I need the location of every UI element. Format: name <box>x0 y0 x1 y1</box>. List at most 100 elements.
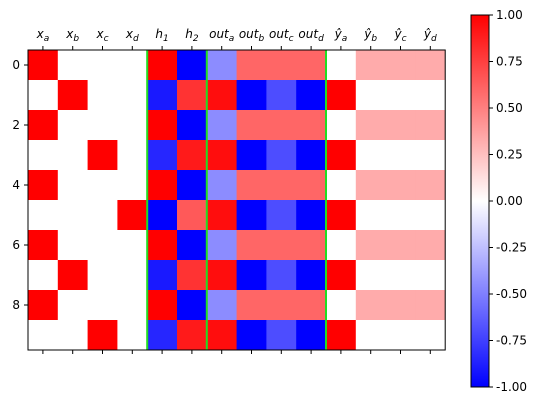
heatmap-cell <box>236 50 267 81</box>
heatmap-cell <box>177 290 208 321</box>
heatmap-cell <box>236 110 267 141</box>
heatmap-cell <box>296 110 327 141</box>
heatmap-cell <box>236 260 267 291</box>
heatmap-cell <box>385 320 416 351</box>
heatmap-cell <box>57 140 88 171</box>
heatmap-cell <box>206 290 237 321</box>
colorbar-ticks: 1.00 0.75 0.50 0.25 0.00 -0.25 -0.50 -0.75 -1.00 <box>489 8 527 394</box>
heatmap-cell <box>87 170 118 201</box>
heatmap-cell <box>326 320 357 351</box>
column-label: h1 <box>155 27 168 44</box>
heatmap-cell <box>28 50 59 81</box>
heatmap-cell <box>177 320 208 351</box>
heatmap-cell <box>296 170 327 201</box>
heatmap-cell <box>266 140 297 171</box>
heatmap-cell <box>355 290 386 321</box>
heatmap-cell <box>355 320 386 351</box>
heatmap-cell <box>415 50 446 81</box>
heatmap-cell <box>415 260 446 291</box>
heatmap-cell <box>415 80 446 111</box>
colorbar-tick-label: -0.25 <box>496 241 527 255</box>
heatmap-cell <box>57 80 88 111</box>
column-ticks <box>42 46 431 354</box>
heatmap-cell <box>206 320 237 351</box>
heatmap-cell <box>296 320 327 351</box>
colorbar <box>470 14 490 388</box>
heatmap-cell <box>117 140 148 171</box>
heatmap-cell <box>117 170 148 201</box>
heatmap-cell <box>57 230 88 261</box>
heatmap-cell <box>57 320 88 351</box>
heatmap-cell <box>177 170 208 201</box>
heatmap-cell <box>206 50 237 81</box>
row-tick-label: 0 <box>12 58 20 72</box>
column-label: h2 <box>185 27 199 44</box>
heatmap-cell <box>266 50 297 81</box>
heatmap-cell <box>385 110 416 141</box>
heatmap-cell <box>296 260 327 291</box>
heatmap-cell <box>87 200 118 231</box>
heatmap-cell <box>177 110 208 141</box>
heatmap-cell <box>415 110 446 141</box>
column-label: xd <box>125 27 139 44</box>
heatmap-cell <box>385 80 416 111</box>
row-ticks: 0 2 4 6 8 <box>12 58 28 312</box>
heatmap-cell <box>355 260 386 291</box>
heatmap-cell <box>87 80 118 111</box>
heatmap-cell <box>28 170 59 201</box>
heatmap-cell <box>385 170 416 201</box>
heatmap-cell <box>385 230 416 261</box>
column-labels: xa xb xc xd h1 h2 outa outb outc outd ŷa ŷb ŷc ŷd <box>36 27 437 44</box>
heatmap-cell <box>266 200 297 231</box>
heatmap-cell <box>147 320 178 351</box>
heatmap-cell <box>355 170 386 201</box>
row-tick-label: 2 <box>12 118 20 132</box>
heatmap-cell <box>57 290 88 321</box>
heatmap-cell <box>326 140 357 171</box>
heatmap-cell <box>117 50 148 81</box>
heatmap-cell <box>296 80 327 111</box>
heatmap-cell <box>206 230 237 261</box>
column-label: outb <box>239 27 265 44</box>
heatmap-cell <box>28 80 59 111</box>
column-label: ŷb <box>363 27 377 44</box>
heatmap-cell <box>415 140 446 171</box>
heatmap-cell <box>206 200 237 231</box>
colorbar-tick-label: 0.25 <box>496 148 523 162</box>
heatmap-cell <box>236 200 267 231</box>
column-label: outc <box>269 27 294 44</box>
heatmap-cell <box>57 260 88 291</box>
heatmap-cell <box>28 110 59 141</box>
heatmap-cell <box>355 50 386 81</box>
heatmap-cell <box>206 170 237 201</box>
heatmap-cell <box>177 140 208 171</box>
column-label: outa <box>209 27 234 44</box>
column-label: ŷd <box>423 27 437 44</box>
heatmap-cell <box>147 80 178 111</box>
heatmap-cell <box>296 290 327 321</box>
heatmap-cell <box>147 50 178 81</box>
heatmap-cell <box>415 320 446 351</box>
heatmap-cell <box>147 140 178 171</box>
heatmap-cell <box>385 290 416 321</box>
heatmap-cell <box>87 260 118 291</box>
heatmap-cell <box>117 290 148 321</box>
heatmap-cell <box>236 230 267 261</box>
row-tick-label: 8 <box>12 298 20 312</box>
colorbar-tick-label: -0.50 <box>496 287 527 301</box>
heatmap-cell <box>28 140 59 171</box>
heatmap-cell <box>266 80 297 111</box>
heatmap-cell <box>326 80 357 111</box>
heatmap-cell <box>87 230 118 261</box>
heatmap-cell <box>177 260 208 291</box>
heatmap-cell <box>206 110 237 141</box>
heatmap-cell <box>415 230 446 261</box>
heatmap-cell <box>117 80 148 111</box>
heatmap-cell <box>57 110 88 141</box>
heatmap-cell <box>206 80 237 111</box>
heatmap-cell <box>28 320 59 351</box>
column-separators <box>146 50 327 350</box>
heatmap-cell <box>28 200 59 231</box>
heatmap-cell <box>326 260 357 291</box>
heatmap-cell <box>296 230 327 261</box>
